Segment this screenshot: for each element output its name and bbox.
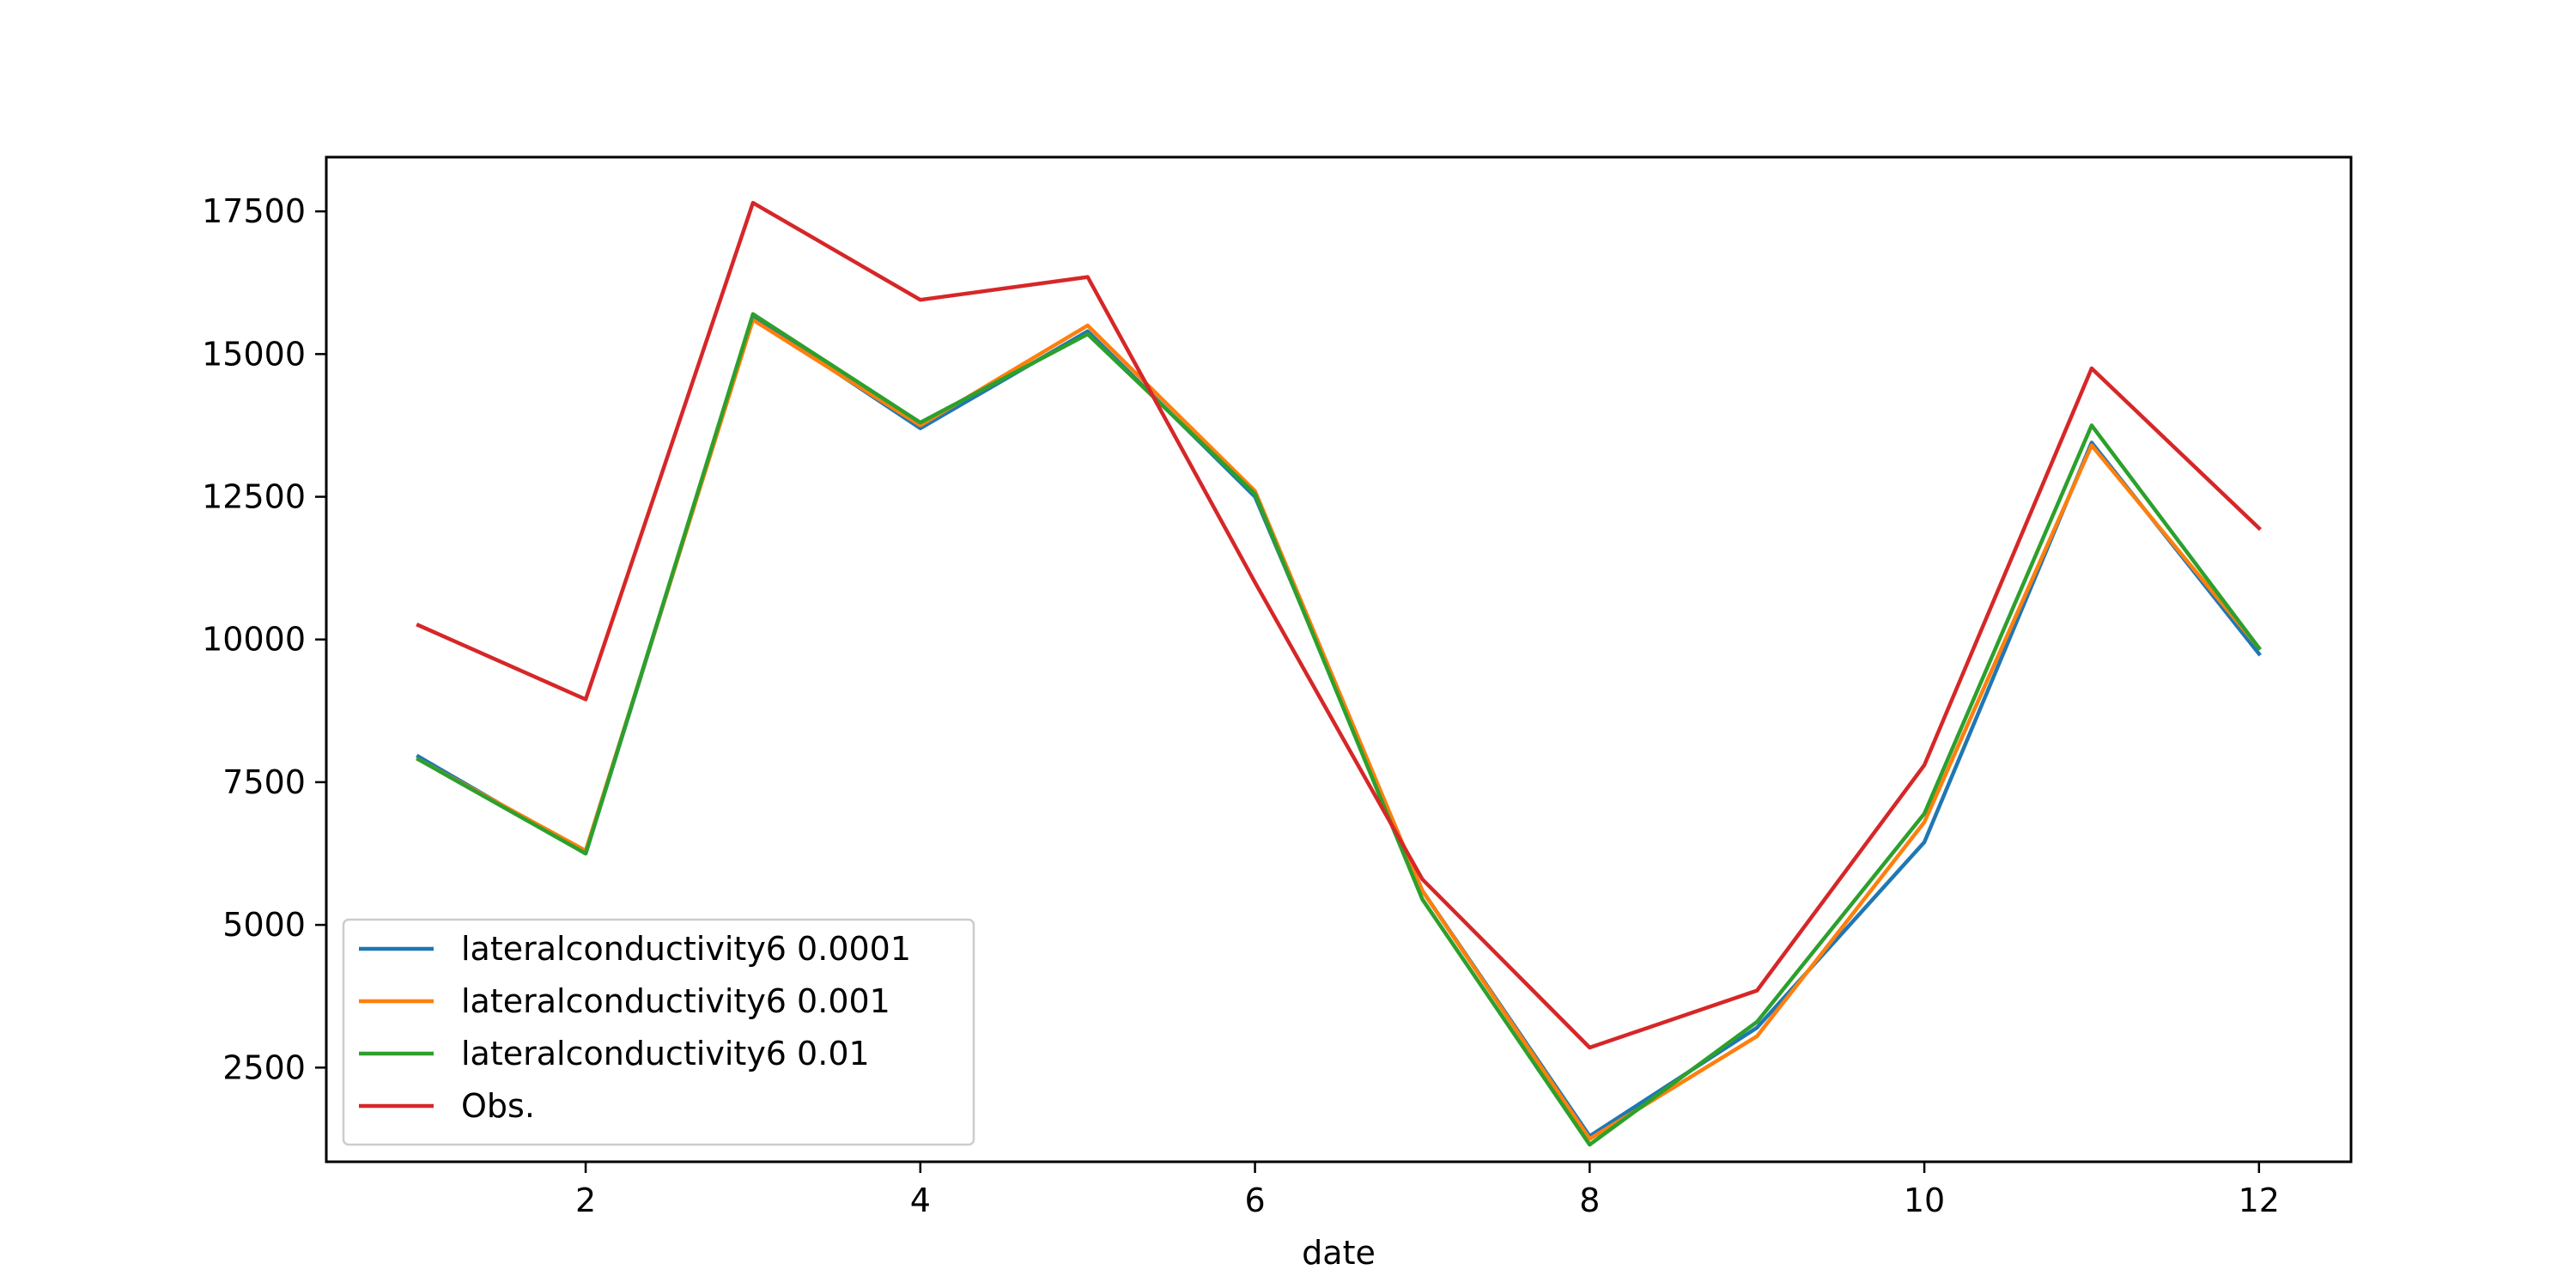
- legend-label-3: Obs.: [461, 1087, 535, 1125]
- series-line-3: [416, 200, 2262, 1050]
- y-tick-label: 15000: [202, 335, 306, 373]
- y-tick-label: 7500: [222, 763, 306, 801]
- x-tick-label: 10: [1904, 1182, 1945, 1219]
- legend-label-1: lateralconductivity6 0.001: [461, 982, 890, 1020]
- x-tick-label: 6: [1244, 1182, 1265, 1219]
- legend-label-0: lateralconductivity6 0.0001: [461, 930, 911, 968]
- legend: lateralconductivity6 0.0001 lateralconduc…: [342, 918, 975, 1146]
- plot-frame: [325, 155, 2353, 1163]
- x-axis-label: date: [1302, 1234, 1376, 1272]
- y-tick-label: 5000: [222, 906, 306, 944]
- plot-lines: [416, 200, 2262, 1147]
- x-tick-label: 8: [1579, 1182, 1600, 1219]
- y-tick-label: 17500: [202, 192, 306, 230]
- y-axis: 2500 5000 7500 10000 12500 15000 17500: [202, 192, 326, 1086]
- x-tick-label: 4: [910, 1182, 931, 1219]
- x-axis: 2 4 6 8 10 12: [575, 1162, 2280, 1219]
- x-tick-label: 12: [2239, 1182, 2280, 1219]
- y-tick-label: 10000: [202, 621, 306, 659]
- y-tick-label: 12500: [202, 478, 306, 516]
- legend-label-2: lateralconductivity6 0.01: [461, 1035, 870, 1072]
- y-tick-label: 2500: [222, 1048, 306, 1086]
- x-tick-label: 2: [575, 1182, 596, 1219]
- series-line-2: [416, 312, 2262, 1147]
- legend-box: [342, 918, 975, 1146]
